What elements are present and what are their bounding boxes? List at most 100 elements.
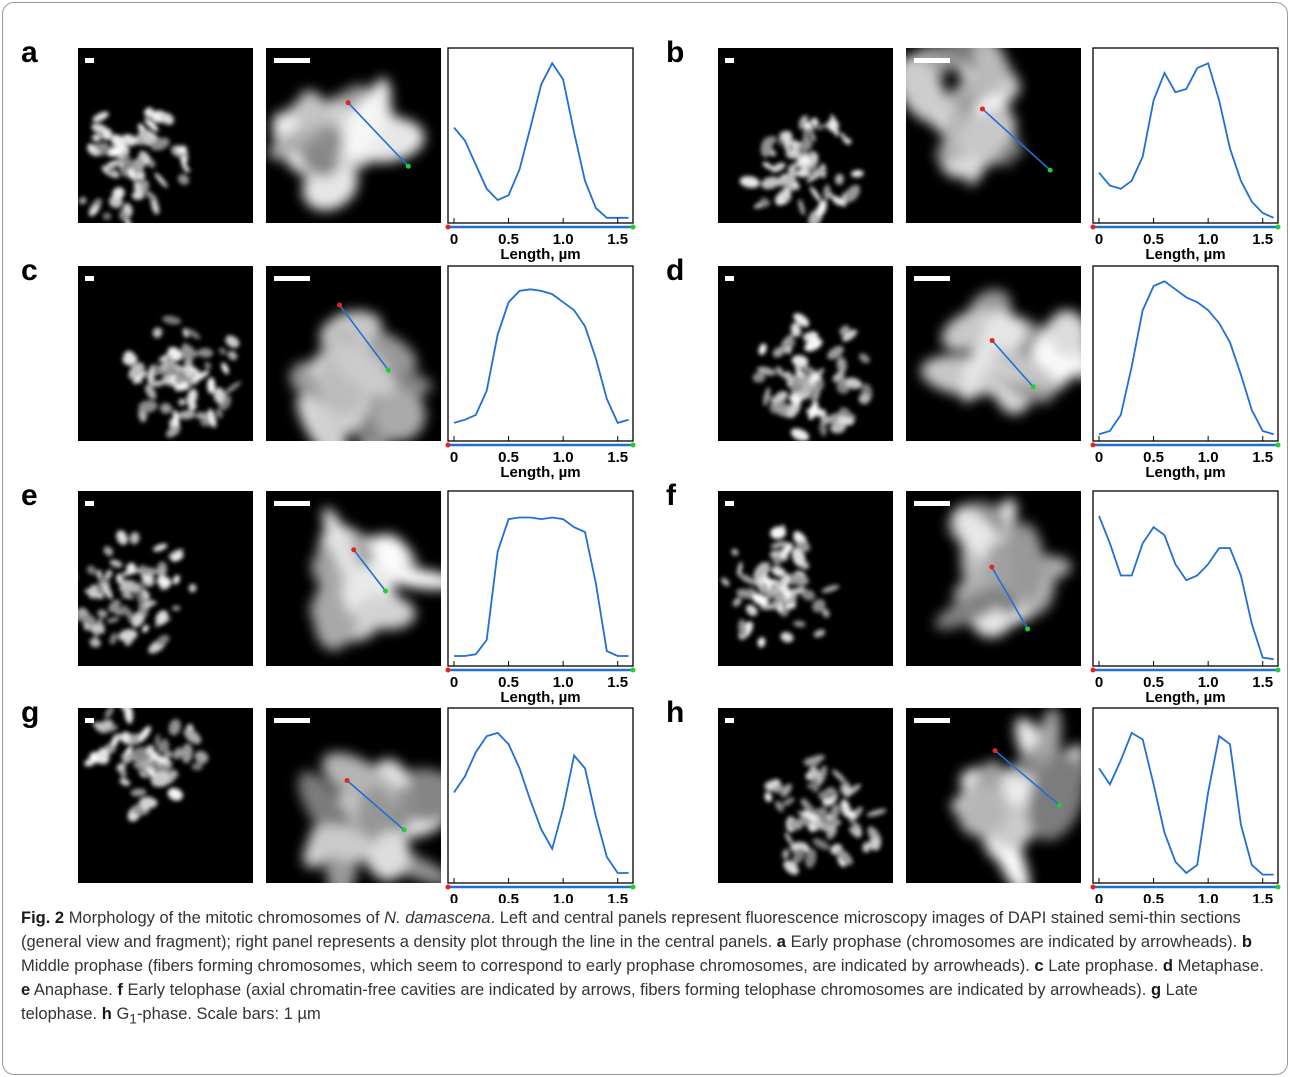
caption-text: Morphology of the mitotic chromosomes of [68, 909, 380, 927]
chromatin [181, 163, 191, 173]
chromatin [783, 574, 790, 587]
chromatin [827, 119, 839, 132]
scale-bar [274, 276, 310, 281]
panel-letter: b [666, 36, 684, 69]
chromatin [101, 128, 113, 141]
chromatin [111, 134, 125, 148]
scale-bar [274, 501, 310, 506]
chromatin [764, 577, 773, 590]
micrograph [906, 491, 1081, 666]
chromatin [171, 605, 181, 611]
panel-letter: a [21, 36, 38, 69]
x-tick-label: 1.0 [1198, 231, 1219, 248]
chromatin [866, 808, 887, 817]
profile-line [453, 731, 629, 874]
chromatin [125, 219, 132, 223]
chromatin [815, 820, 820, 831]
blobs [289, 310, 433, 441]
chromatin [95, 719, 114, 731]
chromatin [177, 410, 196, 420]
chromatin [137, 766, 153, 779]
chromatin [144, 107, 154, 118]
chromatin [128, 362, 144, 380]
chromatin [106, 617, 120, 623]
x-tick-label: 1.0 [1198, 449, 1219, 466]
chromatin [815, 166, 827, 175]
chromatin [839, 325, 850, 336]
panel-letter: d [666, 254, 684, 287]
chromatin [225, 335, 240, 348]
chromatin [120, 770, 127, 778]
chromatin [162, 315, 182, 325]
chromatin [791, 547, 806, 568]
x-tick-label: 0 [1095, 674, 1103, 691]
chromatin [70, 572, 79, 581]
chromatin [792, 848, 805, 865]
chromatin [144, 118, 159, 132]
x-tick-label: 1.5 [1252, 891, 1273, 903]
chromatin [789, 818, 803, 830]
chromatin [840, 799, 851, 818]
micrograph [266, 266, 441, 441]
chromatin [123, 350, 135, 362]
chromatin [188, 583, 197, 593]
x-tick-label: 0.5 [1143, 449, 1164, 466]
profile-line [1098, 280, 1274, 436]
chromatin [783, 371, 792, 380]
chromatin [790, 428, 810, 441]
x-axis-label: Length, µm [1145, 246, 1225, 263]
chromatin [129, 532, 140, 545]
caption-text: G [116, 1005, 130, 1023]
profile-path [991, 339, 1034, 388]
chromatin [183, 728, 202, 745]
x-tick-label: 0 [450, 231, 458, 248]
panel-letter: f [666, 479, 677, 512]
profile-line [453, 61, 629, 219]
x-tick-label: 0 [450, 674, 458, 691]
start-dot [345, 100, 351, 106]
chromatin [793, 313, 810, 327]
panel-ref: d [1162, 957, 1173, 975]
chromatin [791, 355, 809, 367]
chromatin [780, 632, 794, 643]
panel-ref: b [1241, 933, 1252, 951]
chromatin [103, 546, 114, 557]
chromatin [124, 746, 133, 757]
chromatin [773, 390, 788, 404]
chromatin [804, 338, 823, 352]
end-dot [1275, 224, 1281, 230]
chromatin [756, 366, 776, 376]
blobs [951, 708, 1081, 883]
start-dot [1090, 442, 1096, 448]
blobs [70, 530, 197, 654]
chromatin [151, 199, 160, 215]
scale-bar [914, 276, 950, 281]
chromatin [800, 156, 812, 166]
chromatin [809, 186, 822, 203]
chromatin [844, 184, 861, 203]
chromatin [793, 620, 806, 628]
chromatin [958, 108, 1017, 158]
micrograph [266, 708, 441, 883]
chromatin [116, 530, 128, 545]
chromatin [151, 775, 170, 788]
chromatin [807, 166, 816, 177]
chromatin [817, 123, 828, 131]
chromatin [793, 573, 809, 585]
chromatin [834, 173, 844, 185]
chromatin [808, 401, 819, 420]
panel-ref: c [1034, 957, 1044, 975]
fig-label: Fig. 2 [21, 909, 65, 927]
chromatin [99, 725, 119, 734]
plot-frame [447, 490, 634, 667]
chromatin [174, 374, 185, 385]
chromatin [766, 591, 775, 599]
chromatin [138, 567, 158, 577]
chromatin [185, 328, 201, 339]
chromatin [774, 188, 790, 202]
blobs [309, 507, 441, 651]
chromatin [370, 534, 409, 571]
chromatin [152, 363, 162, 376]
chromatin [159, 763, 170, 772]
chromatin [784, 346, 792, 354]
